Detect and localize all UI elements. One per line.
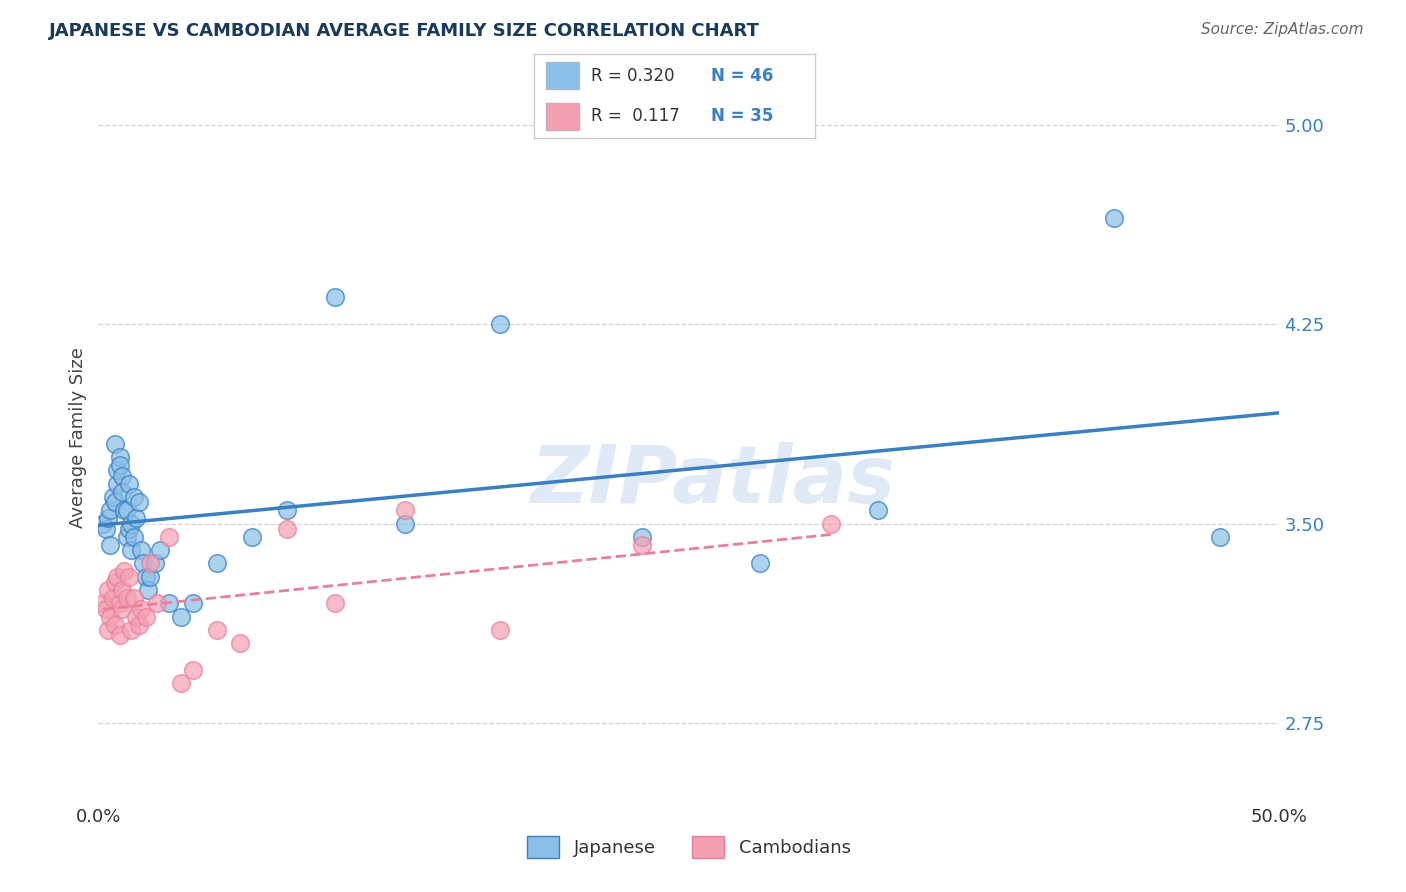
Point: [122, 490, 145, 504]
Point: [121, 543, 143, 558]
Point: [108, 450, 131, 464]
Point: [121, 516, 143, 531]
Point: [122, 530, 145, 544]
Legend: Japanese, Cambodians: Japanese, Cambodians: [517, 827, 860, 867]
Point: [630, 538, 652, 552]
Text: Source: ZipAtlas.com: Source: ZipAtlas.com: [1201, 22, 1364, 37]
Point: [820, 516, 842, 531]
Point: [276, 522, 298, 536]
Point: [111, 484, 134, 499]
Point: [129, 543, 152, 558]
Point: [323, 596, 346, 610]
Point: [105, 476, 128, 491]
Point: [489, 623, 512, 637]
Text: R = 0.320: R = 0.320: [591, 67, 673, 85]
Point: [240, 530, 263, 544]
Point: [1102, 211, 1125, 225]
Point: [143, 557, 166, 571]
Point: [111, 601, 134, 615]
Point: [135, 609, 157, 624]
Point: [111, 582, 134, 597]
Point: [149, 543, 172, 558]
Point: [98, 609, 121, 624]
Point: [97, 623, 120, 637]
Point: [125, 511, 148, 525]
Point: [135, 570, 157, 584]
Point: [111, 468, 134, 483]
Point: [128, 617, 150, 632]
Point: [489, 317, 512, 331]
Point: [128, 495, 150, 509]
Point: [101, 490, 124, 504]
Point: [121, 623, 143, 637]
Point: [323, 290, 346, 304]
Point: [139, 570, 162, 584]
Text: ZIPatlas: ZIPatlas: [530, 442, 896, 520]
Point: [118, 476, 141, 491]
Point: [132, 557, 155, 571]
Point: [108, 628, 131, 642]
Point: [125, 609, 148, 624]
Point: [101, 591, 124, 605]
Point: [157, 530, 180, 544]
Point: [104, 495, 127, 509]
Point: [394, 503, 416, 517]
Text: N = 35: N = 35: [711, 107, 773, 125]
Point: [104, 575, 127, 590]
Point: [129, 601, 152, 615]
Point: [115, 503, 138, 517]
Bar: [546, 103, 579, 130]
Point: [122, 591, 145, 605]
Point: [97, 511, 120, 525]
Point: [105, 570, 128, 584]
Point: [205, 623, 228, 637]
Point: [205, 557, 228, 571]
Text: N = 46: N = 46: [711, 67, 773, 85]
Text: JAPANESE VS CAMBODIAN AVERAGE FAMILY SIZE CORRELATION CHART: JAPANESE VS CAMBODIAN AVERAGE FAMILY SIZ…: [49, 22, 761, 40]
Bar: [546, 62, 579, 89]
Point: [748, 557, 770, 571]
Point: [115, 591, 138, 605]
Point: [91, 516, 114, 531]
Point: [112, 503, 135, 517]
Point: [181, 596, 204, 610]
Point: [276, 503, 298, 517]
Point: [94, 601, 117, 615]
Point: [112, 565, 135, 579]
Point: [146, 596, 169, 610]
Point: [630, 530, 652, 544]
Y-axis label: Average Family Size: Average Family Size: [69, 347, 87, 527]
Point: [118, 570, 141, 584]
Point: [170, 676, 193, 690]
Point: [98, 538, 121, 552]
Point: [229, 636, 252, 650]
Point: [108, 458, 131, 472]
Point: [118, 522, 141, 536]
Point: [394, 516, 416, 531]
Point: [181, 663, 204, 677]
Point: [94, 522, 117, 536]
Point: [108, 596, 131, 610]
Point: [104, 436, 127, 450]
Point: [1209, 530, 1232, 544]
Point: [104, 617, 127, 632]
Point: [157, 596, 180, 610]
Point: [97, 582, 120, 597]
Point: [105, 463, 128, 477]
Text: R =  0.117: R = 0.117: [591, 107, 679, 125]
Point: [98, 503, 121, 517]
Point: [866, 503, 889, 517]
Point: [115, 530, 138, 544]
Point: [91, 596, 114, 610]
Point: [139, 557, 162, 571]
Point: [170, 609, 193, 624]
Point: [136, 582, 159, 597]
